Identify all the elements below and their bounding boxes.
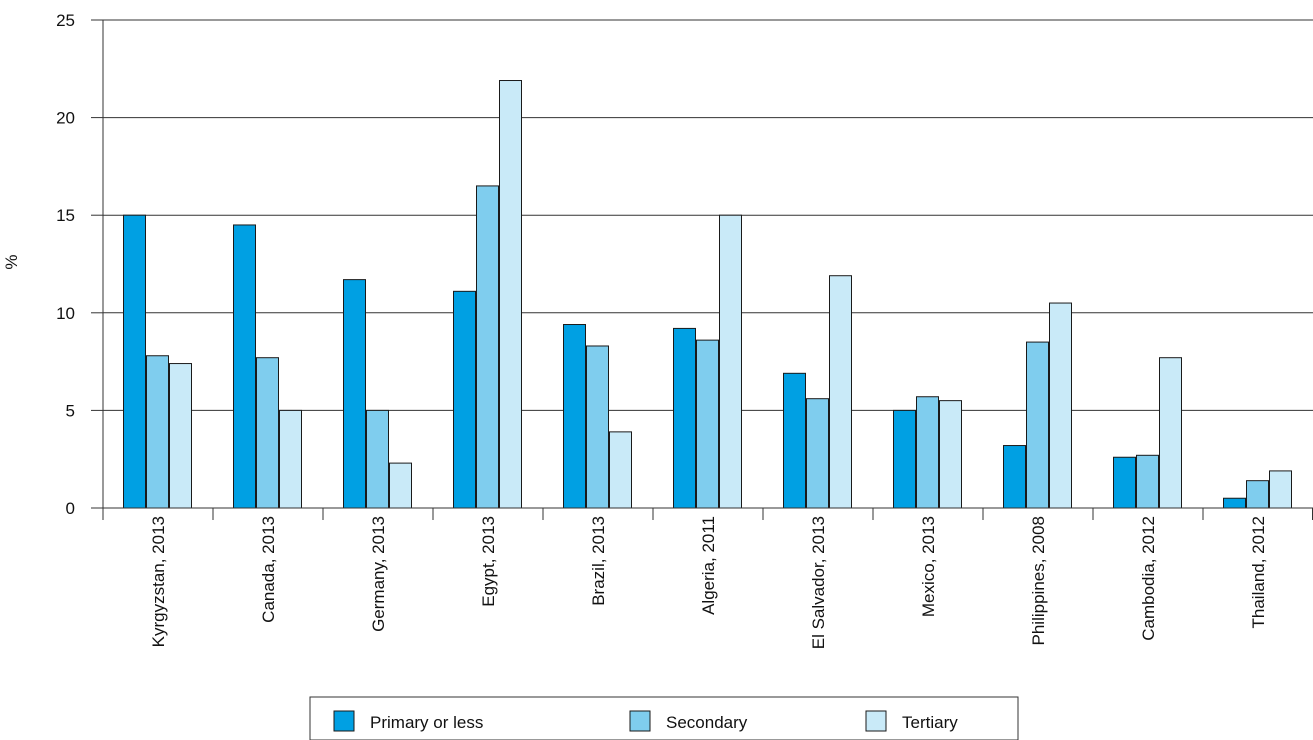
legend-swatch [865,710,887,732]
bar [389,462,412,509]
legend-label: Tertiary [902,713,958,732]
x-tick-label: Algeria, 2011 [699,516,718,615]
x-tick-labels: Kyrgyzstan, 2013 Canada, 2013 Germany, 201… [149,516,1268,649]
bar [123,214,146,509]
y-tick-label: 0 [66,499,75,518]
x-tick-label: Canada, 2013 [259,516,278,623]
bar [1026,341,1049,509]
x-tick-label: Cambodia, 2012 [1139,516,1158,641]
bar [1049,302,1072,509]
bar [1223,497,1246,509]
bar [806,398,829,509]
y-axis-label: % [2,254,21,269]
x-tick-label: Egypt, 2013 [479,516,498,607]
y-tick-label: 25 [56,11,75,30]
bar [1136,454,1159,509]
bar [563,324,586,509]
bars [123,80,1292,509]
legend-label: Secondary [666,713,748,732]
bar [609,431,632,509]
y-tick-label: 15 [56,206,75,225]
legend-swatch [629,710,651,732]
bar [939,400,962,509]
bar [169,363,192,509]
bar [673,327,696,509]
bar [916,396,939,509]
bar [719,214,742,509]
bar [233,224,256,509]
bar [256,357,279,509]
bar [893,409,916,509]
legend-swatch [333,710,355,732]
y-tick-label: 5 [66,401,75,420]
bar [453,290,476,509]
bar [586,345,609,509]
bar [476,185,499,509]
x-tick-label: Philippines, 2008 [1029,516,1048,645]
bar [146,355,169,509]
bar [1113,456,1136,509]
x-tick-label: Kyrgyzstan, 2013 [149,516,168,647]
x-tick-label: Mexico, 2013 [919,516,938,617]
bar [1003,445,1026,509]
x-tick-label: El Salvador, 2013 [809,516,828,649]
y-tick-label: 20 [56,109,75,128]
x-tick-label: Germany, 2013 [369,516,388,632]
bar [1246,480,1269,509]
legend-box [309,696,1019,740]
y-tick-labels: 0 5 10 15 20 25 [56,11,75,518]
bar [696,339,719,509]
x-tick-label: Thailand, 2012 [1249,516,1268,628]
x-tick-label: Brazil, 2013 [589,516,608,606]
y-tick-label: 10 [56,304,75,323]
bar [829,275,852,509]
bar [783,372,806,509]
gridlines [103,19,1313,411]
bar [1269,470,1292,509]
bar [499,80,522,509]
legend-label: Primary or less [370,713,483,732]
bar [343,279,366,509]
legend: Primary or less Secondary Tertiary [309,696,1019,740]
bar [1159,357,1182,509]
bar [279,409,302,509]
bar [366,409,389,509]
